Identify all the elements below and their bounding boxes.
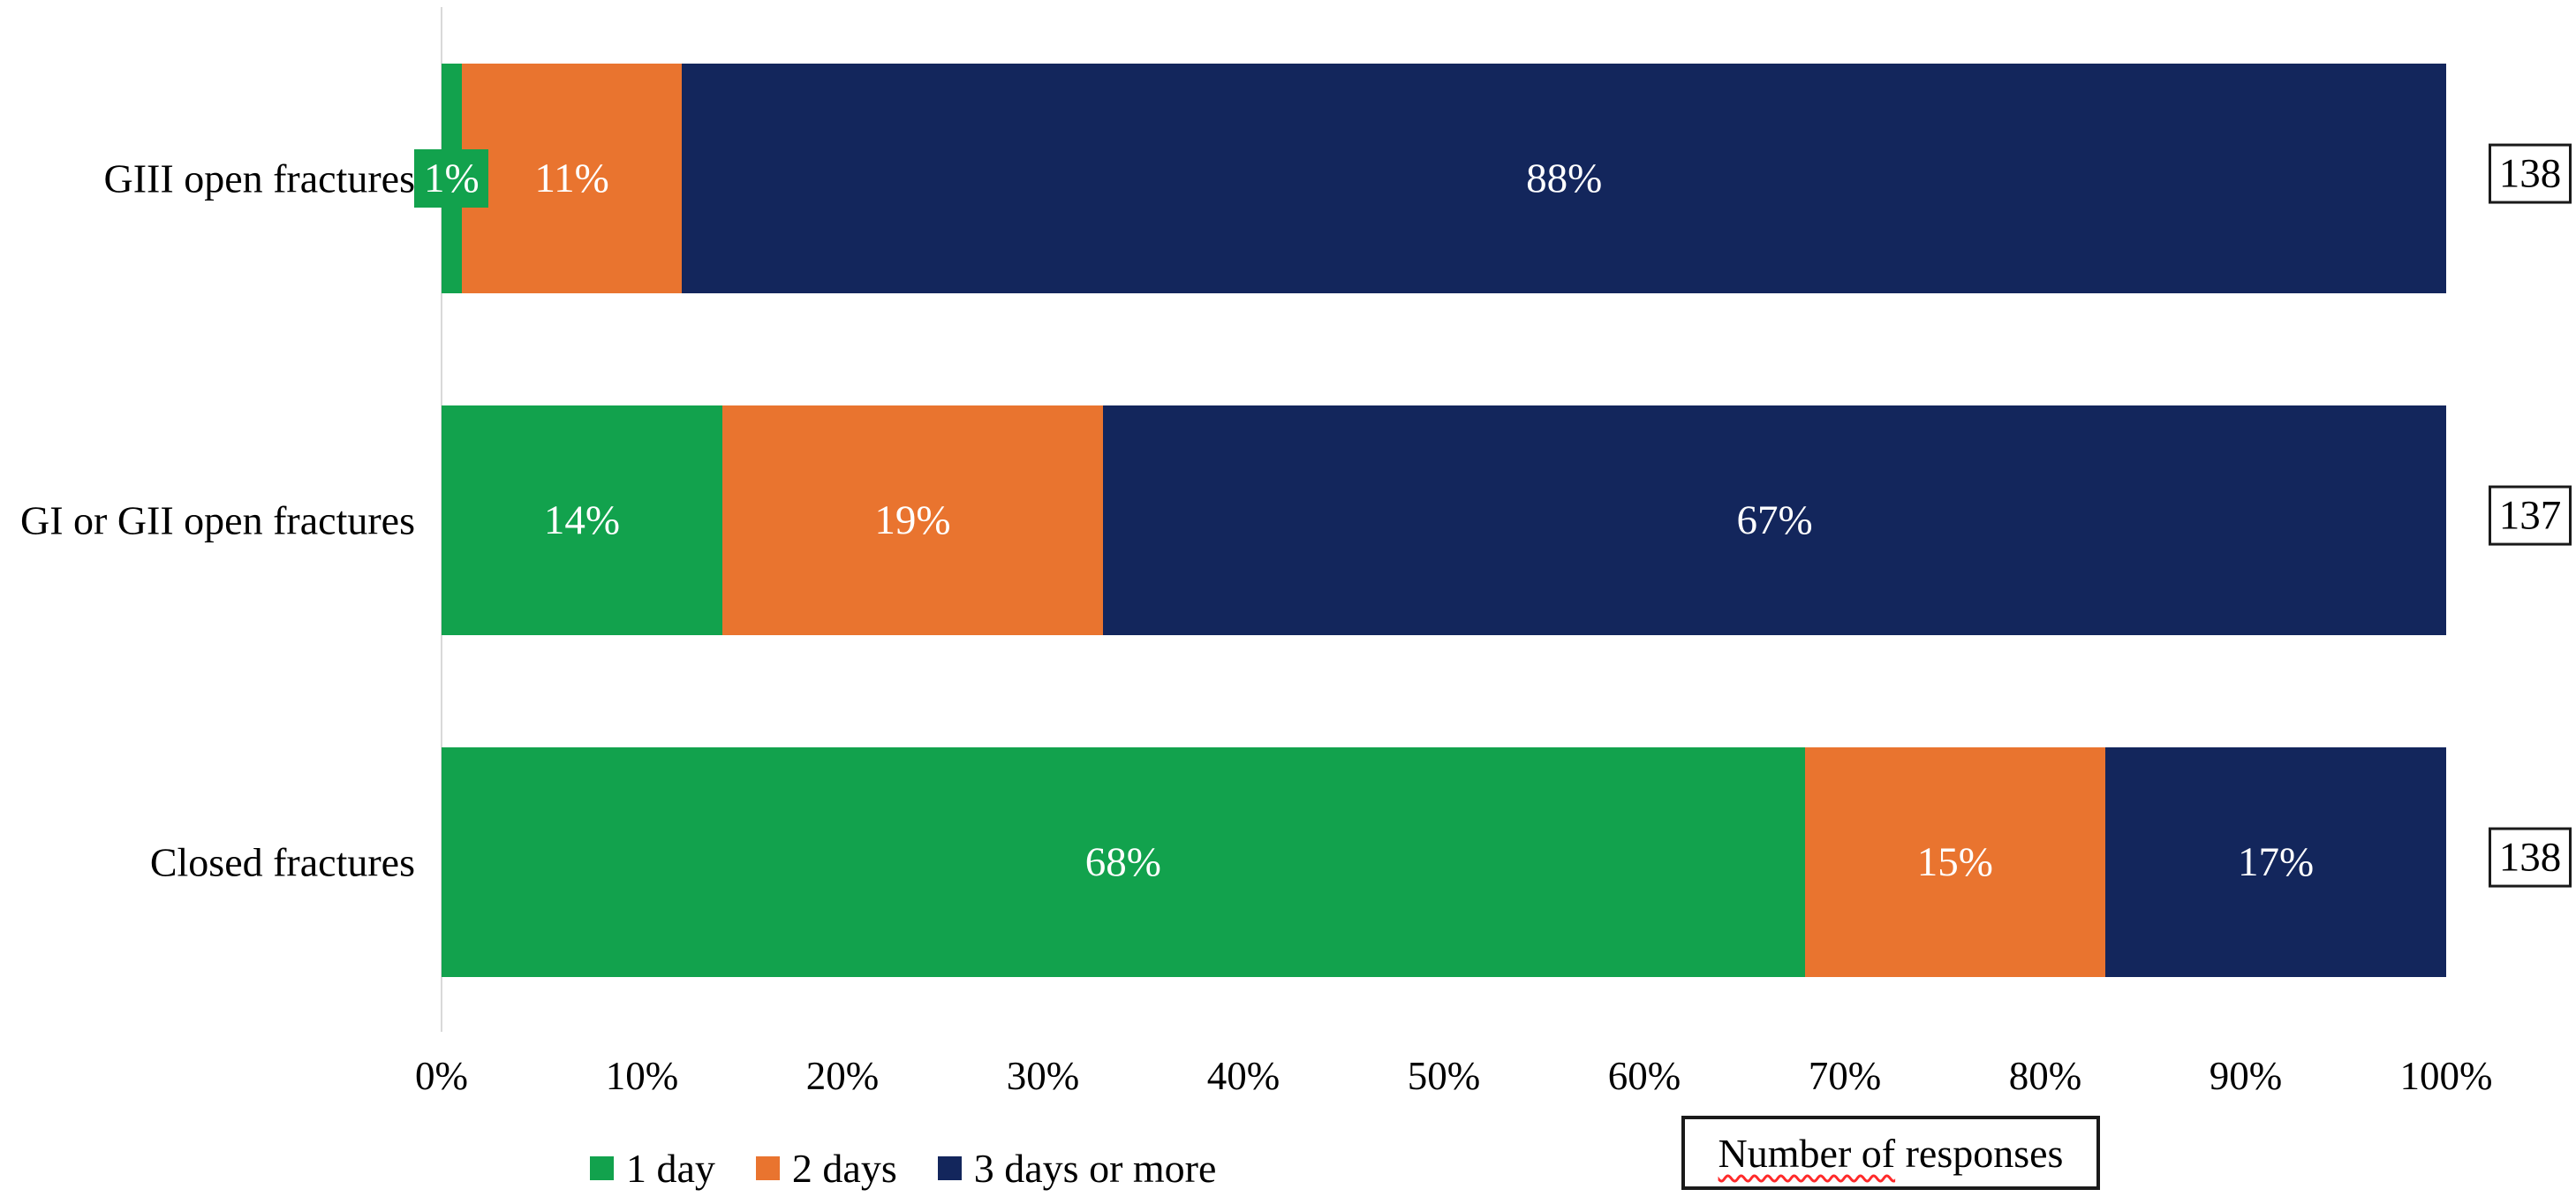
- legend-swatch: [937, 1155, 962, 1180]
- segment-label: 15%: [1916, 839, 1993, 885]
- x-tick-label: 70%: [1808, 1054, 1882, 1098]
- legend-label: 1 day: [626, 1145, 715, 1191]
- bar-segment: [1103, 405, 2446, 635]
- legend-item: 3 days or more: [937, 1145, 1217, 1192]
- category-label: GIII open fractures: [103, 155, 415, 201]
- bar-segment: [2105, 747, 2446, 977]
- bar-segment: [442, 747, 1805, 977]
- segment-label: 11%: [534, 155, 609, 201]
- x-tick-label: 60%: [1607, 1054, 1681, 1098]
- segment-label: 88%: [1526, 155, 1603, 201]
- x-axis: 0% 10% 20% 30% 40% 50% 60% 70% 80% 90% 100%: [0, 1053, 2576, 1106]
- x-tick-label: 30%: [1006, 1054, 1080, 1098]
- x-tick-label: 50%: [1407, 1054, 1481, 1098]
- response-count-box: 137: [2489, 485, 2572, 546]
- segment-label: 1%: [414, 149, 489, 208]
- number-of-responses-box: Number of responses: [1681, 1116, 2100, 1190]
- category-label: GI or GII open fractures: [19, 497, 415, 543]
- legend-item: 2 days: [755, 1145, 897, 1192]
- x-tick-label: 100%: [2399, 1054, 2493, 1098]
- bar-segment: [682, 64, 2446, 293]
- segment-label: 14%: [543, 497, 620, 543]
- bar-row: GIII open fractures 1% 11% 88% 138: [0, 64, 2576, 293]
- bar-row: Closed fractures 68% 15% 17% 138: [0, 747, 2576, 977]
- legend-label: 3 days or more: [973, 1145, 1217, 1191]
- bar-row: GI or GII open fractures 14% 19% 67% 137: [0, 405, 2576, 635]
- bar: 1% 11% 88%: [414, 64, 2446, 293]
- segment-label: 19%: [874, 497, 951, 543]
- x-tick-label: 40%: [1206, 1054, 1280, 1098]
- x-tick-label: 20%: [805, 1054, 880, 1098]
- response-count-box: 138: [2489, 827, 2572, 888]
- responses-box-label-underlined: Number of: [1718, 1130, 1896, 1176]
- responses-box-label-rest: responses: [1895, 1130, 2064, 1176]
- x-tick-label: 10%: [605, 1054, 679, 1098]
- x-tick-label: 90%: [2209, 1054, 2283, 1098]
- bar: 14% 19% 67%: [442, 405, 2446, 635]
- bar: 68% 15% 17%: [442, 747, 2446, 977]
- bar-segment: [461, 64, 683, 293]
- legend-label: 2 days: [791, 1145, 897, 1191]
- bar-segment: [721, 405, 1104, 635]
- bar-segment: [442, 405, 722, 635]
- x-tick-label: 80%: [2008, 1054, 2082, 1098]
- x-tick-label: 0%: [415, 1054, 468, 1098]
- segment-label: 67%: [1736, 497, 1813, 543]
- legend-swatch: [755, 1155, 780, 1180]
- legend: 1 day 2 days 3 days or more: [590, 1143, 1216, 1193]
- legend-item: 1 day: [590, 1145, 715, 1192]
- legend-swatch: [590, 1155, 614, 1180]
- category-label: Closed fractures: [149, 839, 415, 885]
- segment-label: 17%: [2237, 839, 2315, 885]
- bar-segment: [1804, 747, 2106, 977]
- segment-label: 68%: [1084, 839, 1161, 885]
- response-count-box: 138: [2489, 143, 2572, 204]
